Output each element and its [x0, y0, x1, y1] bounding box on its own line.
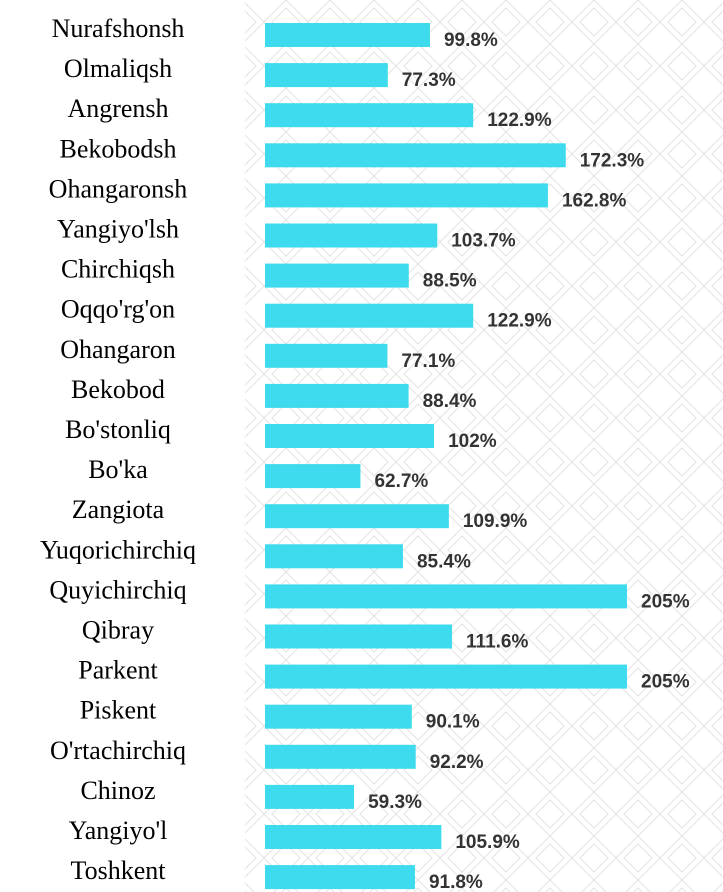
bar — [265, 825, 442, 849]
category-label: Bo'ka — [88, 455, 148, 484]
value-label: 92.2% — [430, 752, 484, 773]
bar — [265, 223, 438, 248]
value-label: 122.9% — [487, 110, 552, 131]
bar — [265, 784, 355, 809]
bar — [265, 704, 412, 729]
bar — [265, 63, 388, 88]
value-label: 59.3% — [368, 792, 422, 813]
bar — [265, 744, 416, 769]
bar — [265, 263, 409, 288]
value-label: 99.8% — [444, 30, 498, 51]
category-label: Ohangaron — [60, 335, 176, 364]
category-label: Chinoz — [80, 776, 155, 805]
value-label: 90.1% — [426, 712, 480, 733]
category-label: Ohangaronsh — [49, 174, 188, 203]
bar — [265, 624, 453, 649]
value-label: 102% — [448, 431, 497, 452]
value-label: 88.5% — [423, 271, 477, 292]
value-label: 205% — [641, 591, 690, 612]
bar — [265, 103, 474, 128]
value-label: 122.9% — [487, 311, 552, 332]
value-label: 172.3% — [580, 150, 645, 171]
bar — [265, 143, 566, 168]
bar — [265, 303, 474, 328]
value-label: 103.7% — [451, 231, 516, 252]
category-label: O'rtachirchiq — [50, 736, 186, 765]
bar — [265, 544, 403, 569]
category-label: Parkent — [78, 656, 158, 685]
bar — [265, 343, 388, 368]
category-label: Oqqo'rg'on — [61, 295, 175, 324]
category-label: Bekobod — [71, 375, 165, 404]
value-label: 91.8% — [429, 872, 483, 892]
category-label: Bekobodsh — [60, 134, 177, 163]
category-label: Zangiota — [72, 495, 165, 524]
category-label: Chirchiqsh — [61, 255, 175, 284]
value-label: 205% — [641, 672, 690, 693]
bar — [265, 504, 449, 529]
bar — [265, 183, 548, 208]
value-label: 85.4% — [417, 551, 471, 572]
value-label: 105.9% — [455, 832, 520, 853]
value-label: 111.6% — [466, 632, 528, 653]
bar — [265, 584, 627, 609]
value-label: 88.4% — [423, 391, 477, 412]
bar — [265, 23, 430, 47]
category-label: Yangiyo'lsh — [57, 214, 179, 243]
value-label: 62.7% — [374, 471, 428, 492]
category-label: Quyichirchiq — [49, 575, 186, 604]
bar — [265, 664, 627, 689]
category-label: Nurafshonsh — [52, 14, 185, 43]
bar — [265, 865, 415, 890]
category-label: Angrensh — [67, 94, 168, 123]
category-label: Qibray — [82, 615, 154, 644]
category-label: Yangiyo'l — [69, 816, 168, 845]
category-label: Toshkent — [71, 856, 167, 885]
value-label: 162.8% — [562, 190, 627, 211]
bar — [265, 464, 361, 489]
category-label: Olmaliqsh — [64, 54, 172, 83]
category-label: Bo'stonliq — [65, 415, 171, 444]
category-label: Piskent — [80, 696, 157, 725]
bar — [265, 424, 435, 448]
category-label: Yuqorichirchiq — [40, 535, 196, 564]
value-label: 109.9% — [463, 511, 528, 532]
bar — [265, 383, 409, 408]
value-label: 77.3% — [402, 70, 456, 91]
value-label: 77.1% — [401, 351, 455, 372]
